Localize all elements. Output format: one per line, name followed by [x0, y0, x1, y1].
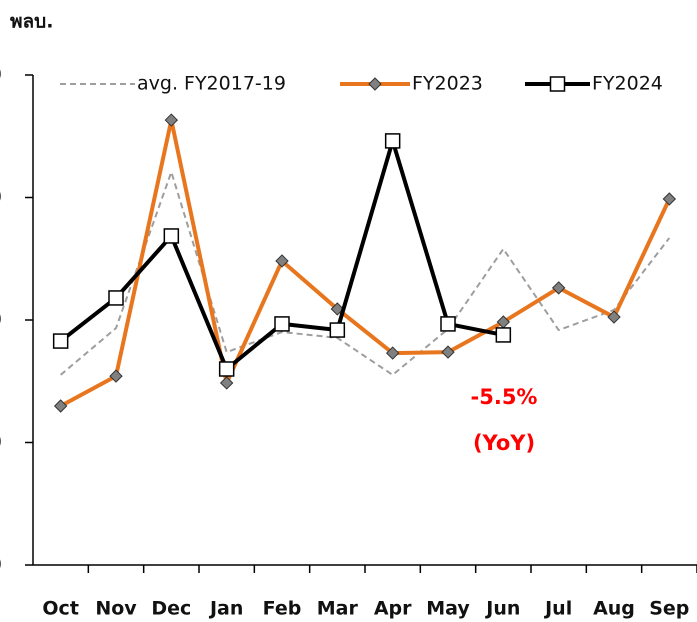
- y-tick-label: 150: [0, 186, 2, 208]
- point: [368, 77, 382, 91]
- x-tick-label: Sep: [649, 598, 689, 620]
- y-tick-label: 0: [0, 554, 2, 576]
- point: [218, 361, 235, 377]
- x-tick-label: Feb: [263, 598, 302, 620]
- point: [274, 316, 290, 332]
- point: [495, 327, 512, 343]
- point: [109, 369, 123, 383]
- point: [384, 133, 401, 149]
- unit-label: พลบ.: [10, 11, 53, 33]
- point: [329, 322, 346, 338]
- point: [330, 302, 345, 316]
- legend-label: FY2023: [412, 73, 483, 95]
- annotation: -5.5%: [471, 385, 538, 409]
- point: [164, 113, 179, 127]
- point: [219, 376, 234, 390]
- point: [662, 192, 677, 206]
- y-tick-label: 50: [0, 431, 2, 453]
- point: [441, 345, 455, 359]
- x-tick-label: Jun: [484, 598, 520, 620]
- point: [440, 316, 456, 332]
- x-tick-label: Dec: [151, 598, 191, 620]
- point: [607, 310, 621, 324]
- x-tick-label: Jul: [543, 598, 572, 620]
- series-line: [59, 118, 672, 408]
- point: [549, 76, 566, 92]
- point: [53, 399, 68, 413]
- x-tick-label: Mar: [317, 598, 359, 620]
- x-tick-label: Apr: [374, 598, 412, 620]
- x-tick-label: Aug: [593, 598, 635, 620]
- x-tick-label: May: [426, 598, 470, 620]
- annotation: (YoY): [473, 431, 535, 455]
- legend-label: avg. FY2017-19: [137, 73, 286, 95]
- legend-label: FY2024: [592, 73, 663, 95]
- series-line: [60, 171, 671, 376]
- point: [275, 254, 289, 268]
- point: [551, 281, 566, 295]
- point: [163, 228, 180, 244]
- x-tick-label: Oct: [42, 598, 79, 620]
- y-tick-label: 200: [0, 64, 2, 86]
- y-tick-label: 100: [0, 309, 2, 331]
- x-tick-label: Jan: [208, 598, 243, 620]
- x-tick-label: Nov: [95, 598, 137, 620]
- point: [385, 346, 400, 360]
- point: [108, 290, 124, 306]
- point: [52, 333, 69, 349]
